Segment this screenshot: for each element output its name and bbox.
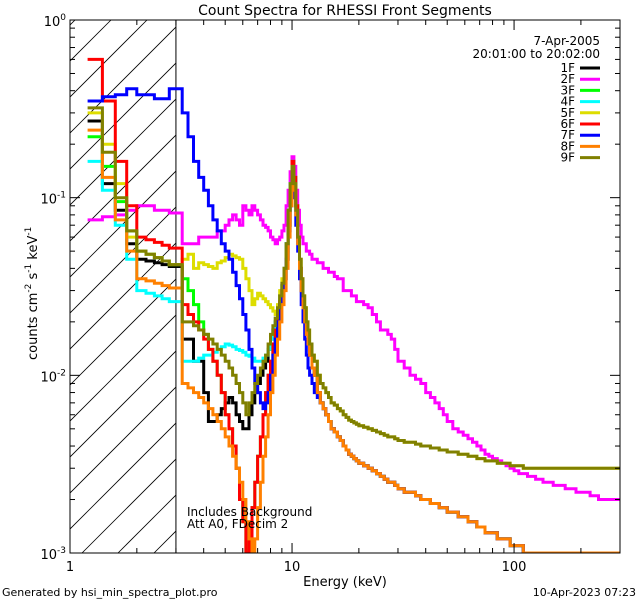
legend-label: 5F	[560, 106, 575, 120]
hatch-line	[514, 20, 640, 553]
hatch-line	[70, 350, 176, 458]
generated-by-label: Generated by hsi_min_spectra_plot.pro	[2, 586, 218, 599]
legend-label: 7F	[560, 128, 575, 142]
x-axis-label: Energy (keV)	[303, 575, 387, 590]
legend-label: 8F	[560, 139, 575, 153]
y-axis-label: counts cm-2 s-1 keV-1	[24, 227, 41, 360]
series-4F	[87, 159, 620, 553]
hatch-line	[70, 242, 176, 350]
axis-ticks	[69, 19, 621, 554]
x-tick-label: 10	[284, 560, 301, 575]
annotation-attenuator: Att A0, FDecim 2	[187, 517, 288, 531]
series-5F	[87, 111, 620, 470]
hatch-line	[442, 20, 640, 553]
legend-label: 3F	[560, 83, 575, 97]
hatch-line	[0, 20, 3, 553]
x-tick-label: 1	[66, 560, 74, 575]
hatch-line	[70, 98, 176, 206]
footer-timestamp: 10-Apr-2023 07:23	[533, 586, 636, 599]
x-tick-labels: 1 10 100	[66, 560, 527, 575]
hatch-line	[70, 20, 76, 26]
plot-frame	[69, 19, 621, 554]
y-tick-label: 10-1	[40, 191, 66, 208]
series-2F	[87, 155, 620, 501]
hatch-line	[81, 458, 176, 553]
legend-label: 2F	[560, 72, 575, 86]
hatch-line	[70, 422, 176, 530]
series-8F	[87, 128, 620, 553]
y-tick-label: 100	[44, 13, 67, 30]
hatch-line	[370, 20, 640, 553]
series-3F	[87, 135, 620, 553]
time-range-label: 20:01:00 to 20:02:00	[473, 47, 600, 61]
hatch-line	[262, 20, 640, 553]
x-tick-label: 100	[502, 560, 527, 575]
hatch-line	[70, 386, 176, 494]
legend-label: 4F	[560, 95, 575, 109]
legend-label: 9F	[560, 151, 575, 165]
hatch-line	[586, 20, 640, 553]
legend-label: 6F	[560, 117, 575, 131]
hatch-line	[70, 278, 176, 386]
y-tick-label: 10-3	[40, 546, 66, 563]
series-9F	[87, 106, 620, 470]
series-1F	[87, 119, 620, 553]
hatch-line	[70, 20, 148, 98]
date-label: 7-Apr-2005	[533, 34, 600, 48]
y-tick-labels: 100 10-1 10-2 10-3	[40, 13, 66, 563]
legend-label: 1F	[560, 61, 575, 75]
hatch-line	[226, 20, 640, 553]
hatch-line	[298, 20, 640, 553]
annotation-background: Includes Background	[187, 505, 312, 519]
series-layer	[87, 57, 620, 553]
hatch-line	[70, 206, 176, 314]
chart-title: Count Spectra for RHESSI Front Segments	[198, 3, 492, 19]
series-7F	[87, 87, 620, 553]
hatch-line	[70, 134, 176, 242]
hatch-line	[70, 62, 176, 170]
y-tick-label: 10-2	[40, 368, 66, 385]
hatch-line	[622, 20, 640, 553]
hatch-line	[478, 20, 640, 553]
